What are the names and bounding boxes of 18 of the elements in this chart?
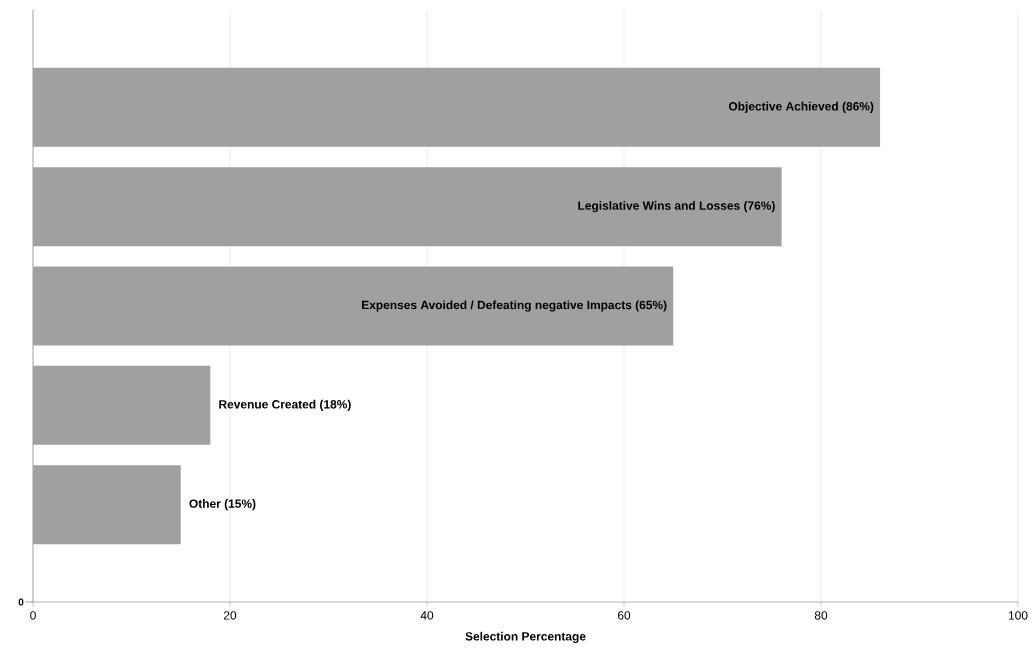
y-tick-label: Revenue Created (18%) — [219, 399, 351, 411]
y-tick-label: Other (15%) — [189, 499, 256, 511]
y-tick-label: Objective Achieved (86%) — [728, 101, 874, 113]
x-tick-label: 40 — [420, 611, 434, 620]
bar — [33, 465, 181, 545]
x-tick-label: 20 — [223, 611, 237, 620]
bar — [33, 67, 881, 147]
y-tick-label: Legislative Wins and Losses (76%) — [578, 201, 775, 213]
x-tick-label: 60 — [617, 611, 631, 620]
y-tick-label: Expenses Avoided / Defeating negative Impacts (65%) — [362, 300, 667, 312]
x-tick-label: 0 — [30, 611, 36, 620]
x-axis-title: Selection Percentage — [465, 631, 586, 644]
bar — [33, 365, 211, 445]
x-tick-label: 80 — [814, 611, 828, 620]
bar — [33, 167, 782, 247]
text: 0 — [18, 598, 24, 606]
bar — [33, 266, 674, 346]
x-tick-label: 100 — [1008, 611, 1028, 620]
